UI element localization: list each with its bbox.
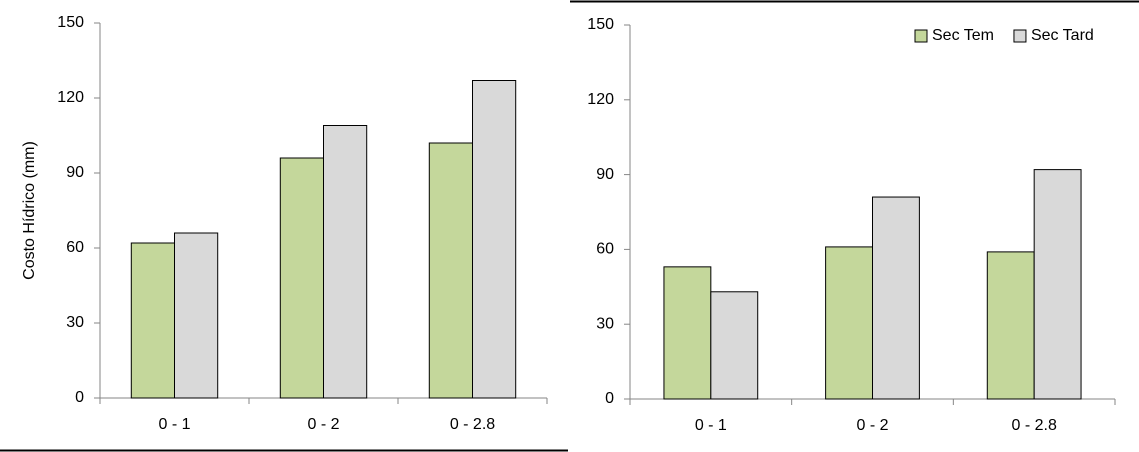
y-tick-label: 120 bbox=[57, 89, 84, 106]
legend-label: Sec Tard bbox=[1031, 27, 1094, 44]
bar bbox=[130, 242, 175, 399]
bar bbox=[174, 232, 219, 399]
y-tick-label: 90 bbox=[66, 164, 84, 181]
y-tick-label: 60 bbox=[596, 241, 614, 258]
bar bbox=[428, 142, 474, 399]
bar bbox=[872, 196, 920, 400]
y-tick-label: 150 bbox=[587, 16, 614, 33]
legend-label: Sec Tem bbox=[932, 27, 994, 44]
bar bbox=[472, 80, 517, 399]
bar bbox=[663, 266, 712, 400]
y-tick-label: 90 bbox=[596, 166, 614, 183]
x-tick-label: 0 - 1 bbox=[695, 417, 727, 434]
y-tick-label: 120 bbox=[587, 91, 614, 108]
y-tick-label: 150 bbox=[57, 14, 84, 31]
bar bbox=[323, 125, 368, 399]
bar bbox=[986, 251, 1035, 400]
bar bbox=[710, 291, 759, 400]
y-tick-label: 30 bbox=[66, 314, 84, 331]
x-tick-label: 0 - 2.8 bbox=[450, 416, 495, 433]
y-tick-label: 0 bbox=[605, 390, 614, 407]
x-tick-label: 0 - 2.8 bbox=[1011, 417, 1056, 434]
legend-swatch bbox=[914, 29, 928, 43]
legend-swatch bbox=[1013, 29, 1027, 43]
y-tick-label: 0 bbox=[75, 389, 84, 406]
y-axis-label: Costo Hídrico (mm) bbox=[21, 141, 38, 280]
bar bbox=[1033, 169, 1082, 400]
y-tick-label: 60 bbox=[66, 239, 84, 256]
x-tick-label: 0 - 2 bbox=[856, 417, 888, 434]
y-tick-label: 30 bbox=[596, 315, 614, 332]
x-tick-label: 0 - 1 bbox=[158, 416, 190, 433]
bar bbox=[279, 157, 325, 399]
x-tick-label: 0 - 2 bbox=[307, 416, 339, 433]
bar bbox=[825, 246, 873, 400]
